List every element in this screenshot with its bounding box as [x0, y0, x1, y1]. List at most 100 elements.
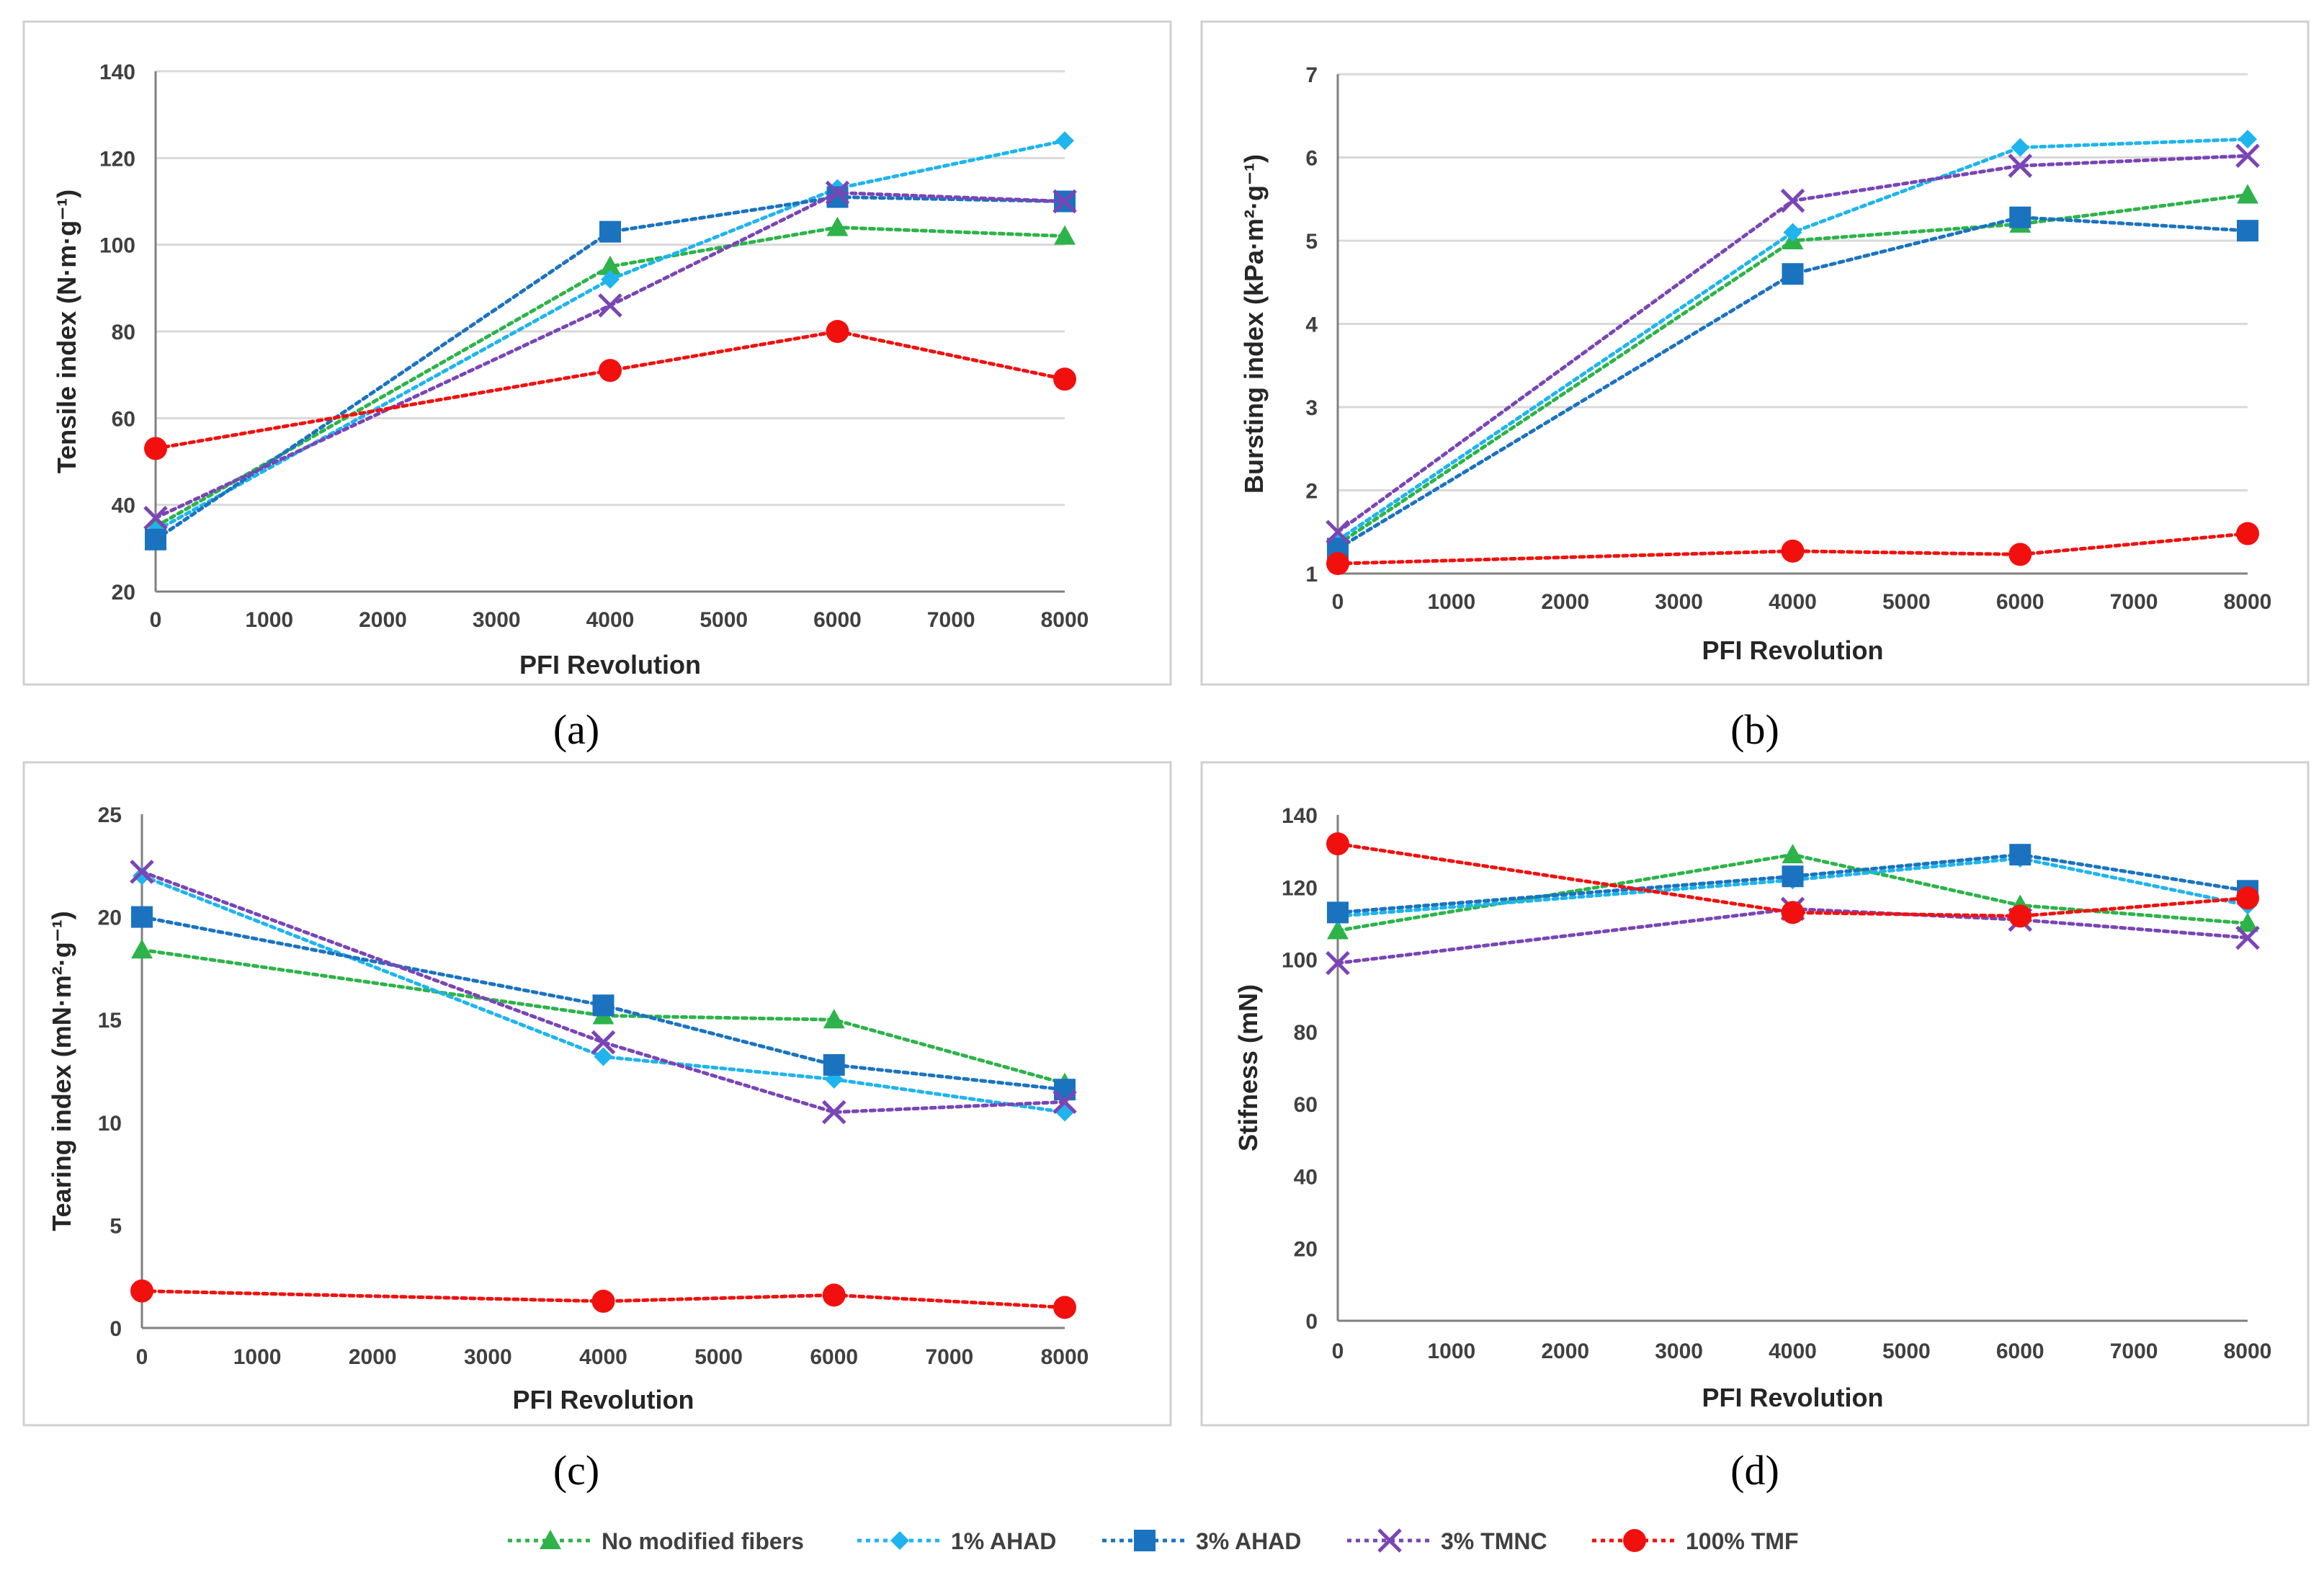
y-tick-label: 20 [112, 581, 135, 605]
x-tick-label: 6000 [1996, 590, 2044, 614]
data-point [1052, 1089, 1077, 1115]
data-point-stroke-b [143, 505, 168, 530]
x-tick-label: 6000 [813, 608, 862, 632]
y-tick-label: 100 [1282, 949, 1318, 973]
x-axis-title: PFI Revolution [1702, 636, 1884, 665]
y-tick-label: 140 [1282, 804, 1318, 828]
legend-marker [1623, 1529, 1646, 1552]
data-point-stroke-b [1326, 950, 1350, 976]
data-point [2236, 886, 2259, 910]
data-point [822, 1283, 846, 1307]
data-point [1781, 539, 1805, 563]
data-point-stroke-b [130, 860, 154, 884]
legend-item: 3% AHAD [1102, 1528, 1301, 1554]
y-tick-label: 1 [1305, 563, 1318, 587]
panel-caption: (d) [1730, 1447, 1779, 1494]
series-line [153, 195, 1067, 542]
panel-frame [22, 761, 1172, 1427]
x-tick-label: 1000 [233, 1345, 282, 1369]
x-tick-label: 6000 [1996, 1339, 2044, 1363]
x-tick-label: 0 [1332, 590, 1344, 614]
series-a-4 [144, 320, 1076, 460]
legend-label: 3% TMNC [1441, 1528, 1547, 1554]
data-point-stroke-b [1326, 520, 1350, 545]
y-tick-label: 5 [110, 1214, 122, 1238]
data-point [1782, 263, 1804, 285]
series-d-4 [1326, 832, 2259, 928]
data-point-stroke-b [2008, 153, 2033, 178]
y-tick-label: 60 [1294, 1093, 1318, 1117]
y-tick-label: 120 [1282, 876, 1318, 900]
data-point [2237, 184, 2258, 204]
series-c-4 [130, 1279, 1076, 1319]
legend-marker-stroke-b [1377, 1528, 1402, 1553]
y-tick-label: 80 [1294, 1021, 1318, 1045]
x-tick-label: 6000 [810, 1345, 858, 1369]
data-point-stroke-b [2235, 925, 2260, 950]
y-tick-label: 40 [1294, 1165, 1318, 1189]
y-tick-label: 20 [1294, 1238, 1318, 1262]
data-point [1054, 225, 1076, 245]
data-point [599, 220, 621, 243]
data-point [1055, 131, 1074, 151]
x-tick-label: 7000 [2110, 1339, 2158, 1363]
series-line [140, 915, 1067, 1092]
series-line [1336, 856, 2250, 918]
x-tick-label: 8000 [1041, 608, 1089, 632]
data-point [821, 1100, 846, 1125]
series-line [140, 1289, 1067, 1309]
y-tick-label: 0 [110, 1317, 122, 1341]
legend-label: 100% TMF [1686, 1528, 1798, 1554]
legend-item: No modified fibers [508, 1528, 804, 1554]
y-tick-label: 120 [99, 147, 135, 171]
data-point [1326, 520, 1350, 545]
legend-label: No modified fibers [602, 1528, 804, 1554]
y-tick-label: 4 [1305, 313, 1318, 337]
data-point [823, 1053, 845, 1076]
legend-marker [890, 1531, 909, 1550]
y-tick-label: 140 [99, 61, 135, 84]
x-tick-label: 2000 [349, 1345, 397, 1369]
data-point [591, 1289, 615, 1313]
y-tick-label: 80 [112, 321, 135, 344]
y-tick-label: 0 [1305, 1310, 1318, 1334]
data-point [130, 1279, 153, 1303]
data-point [1781, 901, 1805, 924]
panel-caption: (c) [553, 1447, 599, 1494]
y-tick-label: 7 [1305, 63, 1318, 87]
data-point [1782, 865, 1804, 888]
data-point [2008, 904, 2032, 928]
x-tick-label: 1000 [245, 608, 293, 632]
data-point [1782, 844, 1804, 864]
series-a-3 [143, 180, 1077, 530]
data-point [2009, 206, 2032, 228]
data-point [131, 906, 153, 928]
panel-frame [1200, 20, 2310, 686]
series-line [1336, 137, 2250, 543]
x-tick-label: 4000 [1769, 590, 1817, 614]
series-line [1336, 852, 2250, 914]
x-tick-label: 1000 [1428, 590, 1476, 614]
data-point [143, 505, 168, 530]
x-tick-label: 3000 [464, 1345, 512, 1369]
series-d-2 [1327, 844, 2258, 924]
y-tick-label: 2 [1305, 480, 1318, 504]
data-point [1327, 901, 1349, 924]
y-tick-label: 40 [112, 494, 135, 518]
data-point [599, 255, 621, 275]
data-point [825, 180, 850, 205]
x-tick-label: 2000 [1541, 1339, 1589, 1363]
data-point [2011, 138, 2030, 157]
data-point [592, 994, 614, 1017]
data-point [826, 216, 849, 236]
series-line [1336, 215, 2250, 550]
data-point-stroke-b [598, 293, 622, 318]
x-tick-label: 4000 [579, 1345, 627, 1369]
x-tick-label: 5000 [1882, 1339, 1931, 1363]
series-b-4 [1326, 522, 2259, 576]
series-line [1336, 192, 2250, 547]
series-line [1336, 532, 2250, 566]
series-line [153, 138, 1067, 533]
x-tick-label: 2000 [359, 608, 407, 632]
y-tick-label: 3 [1305, 396, 1318, 420]
